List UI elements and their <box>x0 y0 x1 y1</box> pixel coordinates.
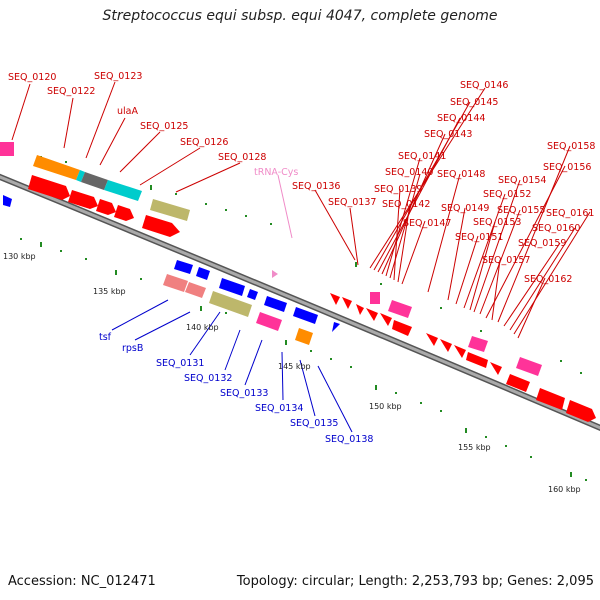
gene-label-seq0145: SEQ_0145 <box>450 97 498 108</box>
kbp-label-155: 155 kbp <box>458 443 491 452</box>
cog-ring-reverse <box>163 270 313 345</box>
gene-label-seq0147: SEQ_0147 <box>403 218 451 229</box>
gene-label-seq0153: SEQ_0153 <box>473 217 521 228</box>
kbp-label-160: 160 kbp <box>548 485 581 494</box>
kbp-label-150: 150 kbp <box>369 402 402 411</box>
gene-label-seq0159: SEQ_0159 <box>518 238 566 249</box>
gene-label-seq0134: SEQ_0134 <box>255 403 303 414</box>
forward-genes <box>28 175 596 422</box>
gene-label-seq0156: SEQ_0156 <box>543 162 591 173</box>
gene-label-seq0143: SEQ_0143 <box>424 129 472 140</box>
gene-label-seq0155: SEQ_0155 <box>497 205 545 216</box>
gene-label-seq0136: SEQ_0136 <box>292 181 340 192</box>
gene-label-ulaa: ulaA <box>117 106 138 117</box>
reverse-labels: tsf rpsB SEQ_0131 SEQ_0132 SEQ_0133 SEQ_… <box>99 332 373 445</box>
gene-label-seq0161: SEQ_0161 <box>546 208 594 219</box>
gene-label-seq0139: SEQ_0139 <box>374 184 422 195</box>
accession-text: Accession: NC_012471 <box>8 574 156 589</box>
gene-label-seq0122: SEQ_0122 <box>47 86 95 97</box>
page-title: Streptococcus equi subsp. equi 4047, com… <box>102 8 498 24</box>
gene-label-seq0137: SEQ_0137 <box>328 197 376 208</box>
label-leaders-reverse <box>111 299 353 433</box>
gene-label-seq0138: SEQ_0138 <box>325 434 373 445</box>
tick-marks <box>20 156 587 481</box>
forward-labels: SEQ_0120 SEQ_0122 SEQ_0123 ulaA SEQ_0125… <box>8 71 595 285</box>
cog-ring-forward <box>0 142 542 376</box>
gene-label-seq0141: SEQ_0141 <box>398 151 446 162</box>
gene-label-seq0123: SEQ_0123 <box>94 71 142 82</box>
gene-label-seq0151: SEQ_0151 <box>455 232 503 243</box>
genome-summary: Topology: circular; Length: 2,253,793 bp… <box>236 574 594 589</box>
gene-label-tsf: tsf <box>99 332 112 343</box>
gene-label-seq0120: SEQ_0120 <box>8 72 56 83</box>
gene-label-seq0160: SEQ_0160 <box>532 223 580 234</box>
label-leaders-forward <box>11 81 591 339</box>
reverse-genes <box>3 195 340 332</box>
kbp-label-140: 140 kbp <box>186 323 219 332</box>
gene-label-seq0133: SEQ_0133 <box>220 388 268 399</box>
gene-label-seq0128: SEQ_0128 <box>218 152 266 163</box>
gene-label-seq0140: SEQ_0140 <box>385 167 433 178</box>
gene-label-seq0148: SEQ_0148 <box>437 169 485 180</box>
gene-label-seq0135: SEQ_0135 <box>290 418 338 429</box>
gene-label-seq0146: SEQ_0146 <box>460 80 508 91</box>
trna-leader <box>277 174 293 239</box>
gene-label-seq0162: SEQ_0162 <box>524 274 572 285</box>
gene-label-rpsb: rpsB <box>122 343 143 354</box>
gene-label-seq0126: SEQ_0126 <box>180 137 228 148</box>
gene-label-seq0132: SEQ_0132 <box>184 373 232 384</box>
gene-label-seq0157: SEQ_0157 <box>482 255 530 266</box>
gene-label-seq0158: SEQ_0158 <box>547 141 595 152</box>
kbp-label-145: 145 kbp <box>278 362 311 371</box>
gene-label-seq0125: SEQ_0125 <box>140 121 188 132</box>
gene-label-seq0154: SEQ_0154 <box>498 175 546 186</box>
gene-label-seq0131: SEQ_0131 <box>156 358 204 369</box>
kbp-label-135: 135 kbp <box>93 287 126 296</box>
gene-label-seq0149: SEQ_0149 <box>441 203 489 214</box>
gene-label-seq0142: SEQ_0142 <box>382 199 430 210</box>
gene-label-seq0144: SEQ_0144 <box>437 113 485 124</box>
gene-label-trna-cys: tRNA-Cys <box>254 167 298 178</box>
gene-label-seq0152: SEQ_0152 <box>483 189 531 200</box>
kbp-label-130: 130 kbp <box>3 252 36 261</box>
kbp-scale: 130 kbp 135 kbp 140 kbp 145 kbp 150 kbp … <box>3 252 581 494</box>
